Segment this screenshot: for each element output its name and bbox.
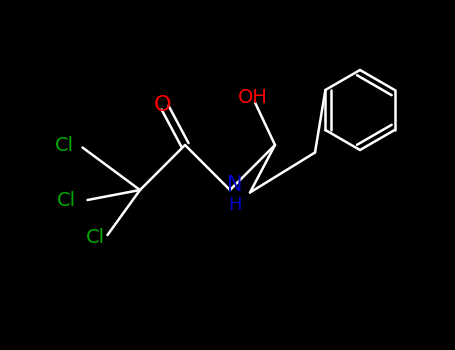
Text: OH: OH (238, 88, 268, 107)
Text: O: O (154, 95, 171, 115)
Text: H: H (228, 196, 242, 214)
Text: Cl: Cl (86, 228, 105, 247)
Text: N: N (227, 175, 243, 195)
Text: Cl: Cl (55, 135, 74, 154)
Text: Cl: Cl (57, 190, 76, 210)
